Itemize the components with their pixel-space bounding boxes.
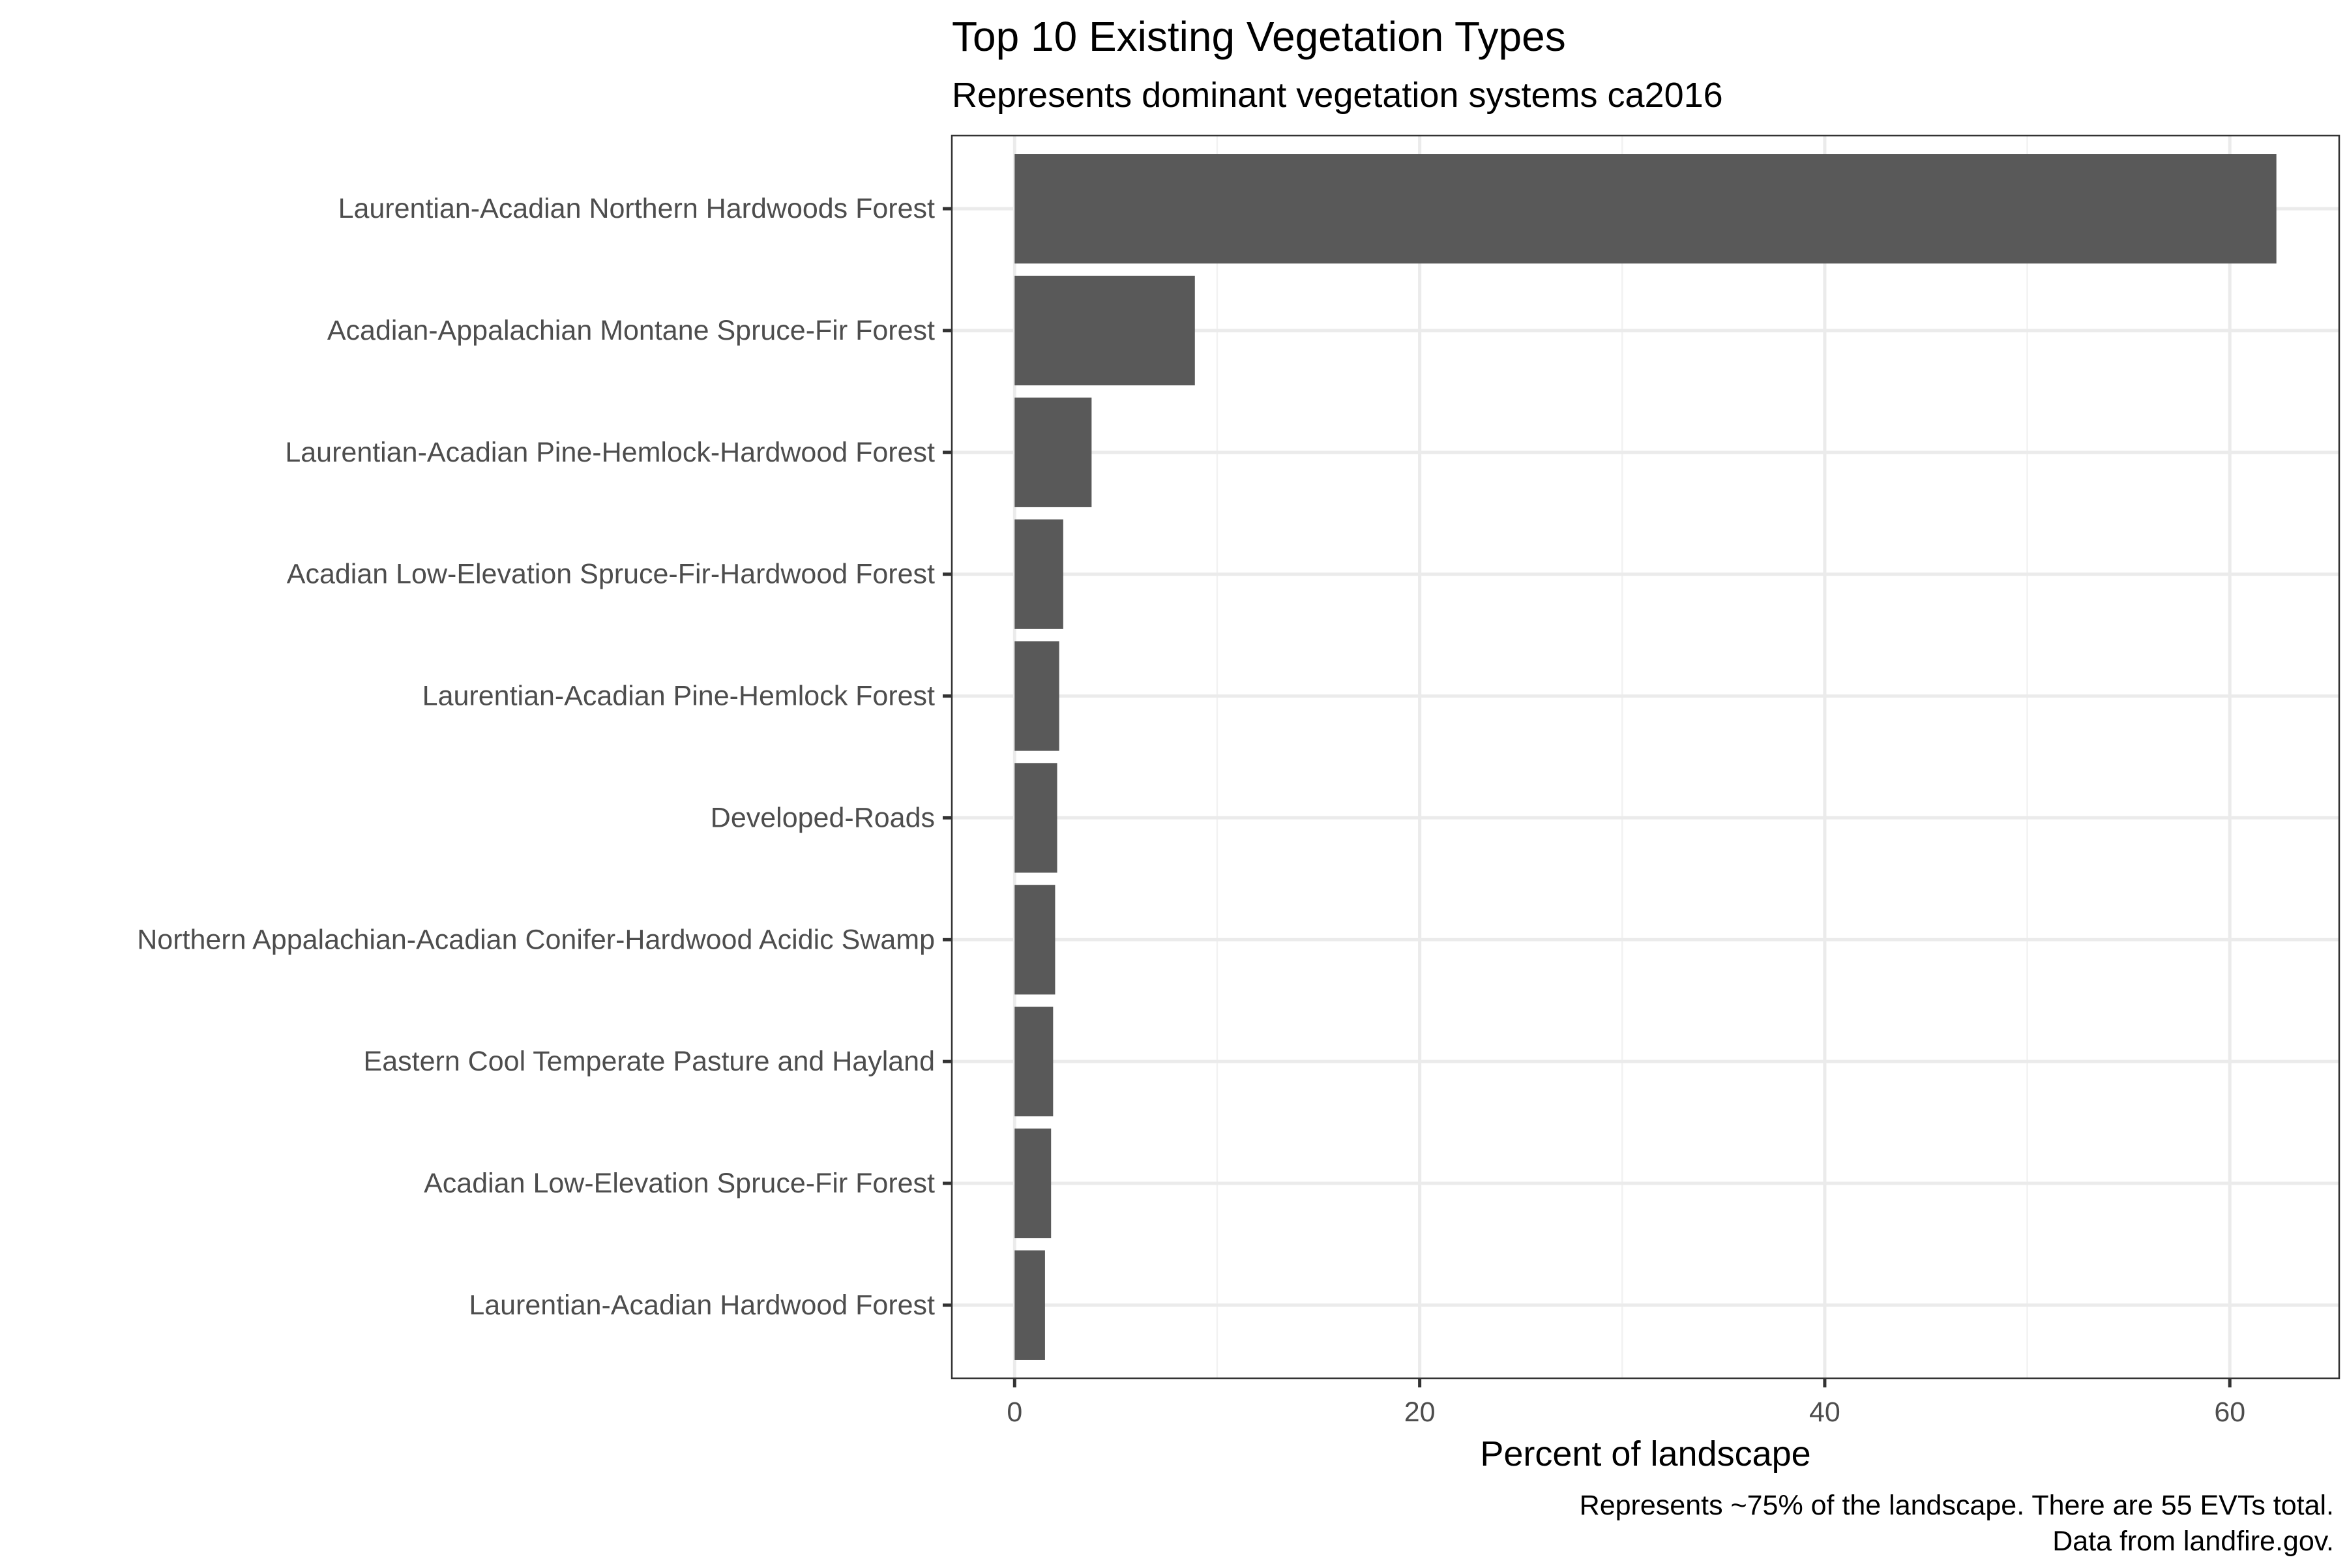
y-tick-label: Acadian Low-Elevation Spruce-Fir Forest xyxy=(424,1168,935,1199)
y-tick-label: Laurentian-Acadian Pine-Hemlock-Hardwood… xyxy=(285,437,935,468)
bar xyxy=(1014,275,1195,386)
y-tick-label: Laurentian-Acadian Northern Hardwoods Fo… xyxy=(338,193,935,224)
bar xyxy=(1014,397,1092,507)
y-tick-label: Acadian-Appalachian Montane Spruce-Fir F… xyxy=(327,315,935,346)
x-tick-label: 40 xyxy=(1809,1397,1840,1428)
bar xyxy=(1014,154,2277,264)
bar-layer xyxy=(1014,154,2277,1360)
bar xyxy=(1014,641,1059,751)
bar xyxy=(1014,1007,1054,1117)
bar xyxy=(1014,1128,1052,1239)
bar xyxy=(1014,1250,1045,1360)
bar xyxy=(1014,763,1057,873)
x-tick-label: 60 xyxy=(2214,1397,2245,1428)
x-tick-label: 0 xyxy=(1007,1397,1022,1428)
x-tick-label: 20 xyxy=(1404,1397,1436,1428)
y-tick-label: Laurentian-Acadian Hardwood Forest xyxy=(469,1290,935,1321)
chart-subtitle: Represents dominant vegetation systems c… xyxy=(952,76,1723,115)
grid-layer xyxy=(952,136,2339,1378)
x-axis-label: Percent of landscape xyxy=(1480,1434,1810,1473)
bar xyxy=(1014,519,1063,629)
y-tick-label: Acadian Low-Elevation Spruce-Fir-Hardwoo… xyxy=(287,559,935,590)
chart-title: Top 10 Existing Vegetation Types xyxy=(952,13,1566,60)
x-axis: 0 20 40 60 xyxy=(1007,1378,2245,1428)
y-tick-label: Northern Appalachian-Acadian Conifer-Har… xyxy=(137,924,935,955)
y-tick-label: Developed-Roads xyxy=(711,802,935,833)
y-axis: Laurentian-Acadian Northern Hardwoods Fo… xyxy=(137,193,952,1321)
y-tick-label: Eastern Cool Temperate Pasture and Hayla… xyxy=(364,1046,935,1077)
bar xyxy=(1014,885,1055,995)
caption-line-2: Data from landfire.gov. xyxy=(2052,1526,2334,1557)
y-tick-label: Laurentian-Acadian Pine-Hemlock Forest xyxy=(422,681,935,712)
caption-line-1: Represents ~75% of the landscape. There … xyxy=(1580,1490,2334,1521)
panel-border xyxy=(951,134,2340,1380)
